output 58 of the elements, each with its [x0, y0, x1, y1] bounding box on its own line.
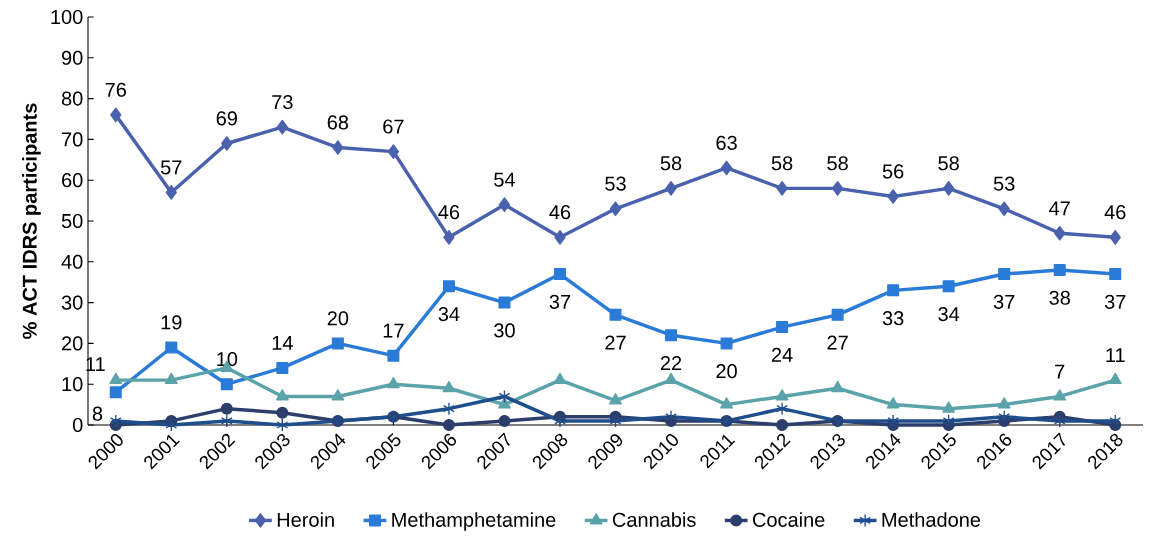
y-tick-label: 20 [62, 336, 83, 351]
legend-label: Heroin [277, 512, 334, 527]
data-label: 58 [938, 156, 959, 171]
data-label: 57 [160, 160, 182, 175]
data-label: 53 [993, 176, 1015, 191]
data-label: 24 [771, 347, 793, 362]
data-label: 14 [272, 336, 293, 350]
data-label: 46 [438, 205, 460, 220]
data-label: 58 [660, 156, 682, 171]
y-tick-label: 80 [61, 91, 83, 106]
data-label: 58 [827, 156, 848, 171]
y-tick-label: 70 [62, 132, 83, 147]
data-label: 7 [1055, 364, 1065, 379]
y-tick-label: 40 [61, 254, 83, 269]
y-tick-label: 0 [72, 417, 83, 433]
data-label: 37 [1104, 294, 1126, 309]
y-tick-label: 60 [62, 173, 83, 188]
data-label: 69 [216, 111, 237, 126]
data-label: 30 [494, 323, 515, 338]
data-label: 34 [938, 306, 960, 322]
data-label: 27 [605, 335, 626, 350]
data-label: 47 [1049, 201, 1070, 216]
legend-label: Cocaine [753, 512, 825, 527]
data-label: 10 [217, 351, 238, 367]
data-label: 58 [771, 156, 793, 171]
y-tick-label: 10 [62, 377, 83, 392]
data-label: 11 [86, 357, 105, 371]
data-label: 19 [161, 315, 182, 330]
data-label: 53 [605, 176, 626, 191]
y-tick-label: 50 [61, 213, 83, 229]
data-label: 20 [327, 311, 349, 326]
data-label: 56 [882, 164, 904, 179]
data-label: 67 [383, 119, 404, 134]
y-axis-title: % ACT IDRS participants [22, 103, 41, 339]
data-label: 76 [105, 82, 127, 97]
data-label: 11 [1106, 348, 1125, 363]
data-label: 63 [716, 135, 737, 150]
data-label: 8 [92, 406, 103, 421]
data-label: 27 [827, 335, 848, 350]
data-label: 46 [1104, 205, 1126, 220]
y-tick-label: 90 [61, 50, 83, 65]
legend-label: Methamphetamine [392, 512, 556, 531]
data-label: 34 [438, 306, 460, 322]
data-label: 38 [1049, 290, 1070, 305]
data-label: 20 [716, 364, 737, 379]
y-tick-label: 30 [61, 295, 83, 310]
legend-label: Cannabis [612, 512, 696, 527]
y-tick-label: 100 [51, 9, 83, 25]
data-label: 33 [882, 311, 904, 326]
data-label: 73 [272, 94, 293, 110]
data-label: 37 [993, 294, 1015, 309]
data-label: 54 [494, 172, 515, 187]
data-label: 68 [327, 115, 349, 130]
data-label: 22 [660, 355, 682, 370]
data-label: 46 [549, 205, 571, 220]
data-label: 37 [549, 294, 571, 309]
legend-label: Methadone [882, 512, 981, 527]
data-label: 17 [383, 323, 404, 338]
